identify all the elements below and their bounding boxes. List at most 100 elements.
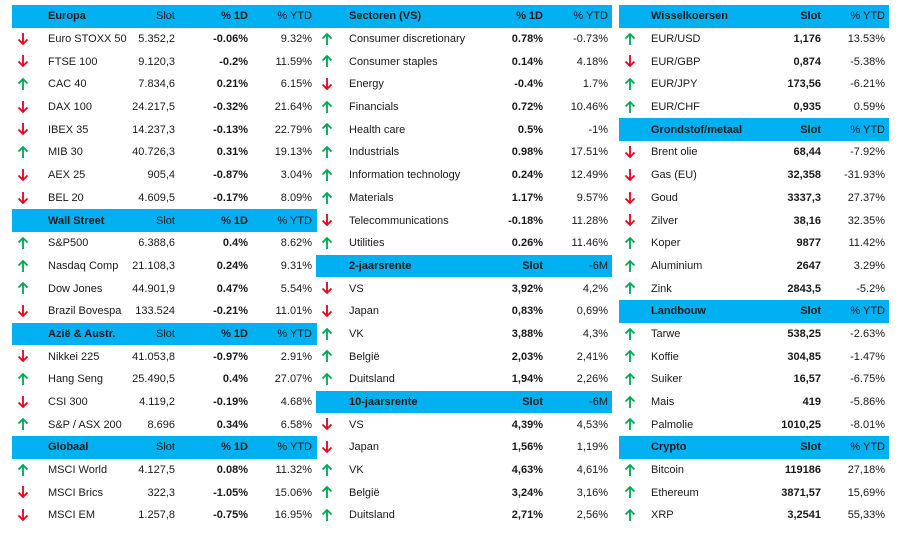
table-row: CAC 40 7.834,6 0.21% 6.15% [12,73,317,96]
arrow-up-icon [624,372,636,385]
arrow-down-icon [17,509,29,522]
row-value-slot: 322,3 [147,486,175,499]
row-value-ytd: 11.01% [275,305,313,318]
row-value-slot: 3337,3 [787,191,821,204]
row-value-slot: 1.257,8 [138,509,175,522]
column-header: % YTD [850,123,885,136]
row-value-ytd: 9.32% [280,33,312,46]
row-label: Dow Jones [48,282,103,295]
section-header-grondstof: Grondstof/metaal Slot % YTD [619,118,889,142]
row-value-ytd: 8.09% [280,191,312,204]
table-row: Consumer staples 0.14% 4.18% [316,50,612,73]
section-title: Grondstof/metaal [651,123,743,136]
column-header: Slot [156,441,175,454]
row-value-slot: 3,24% [511,486,543,499]
arrow-up-icon [321,123,333,136]
column-header: % YTD [850,441,885,454]
row-label: Hang Seng [48,373,104,386]
row-label: VS [349,418,364,431]
row-label: Brazil Bovespa [48,305,122,318]
arrow-up-icon [321,463,333,476]
column-header: % 1D [221,10,248,23]
row-value-ytd: 11.59% [275,55,313,68]
arrow-up-icon [321,327,333,340]
column-header: % YTD [277,214,312,227]
table-row: Ethereum 3871,57 15,69% [619,481,889,504]
arrow-down-icon [17,123,29,136]
row-value-slot: 8.696 [147,418,175,431]
row-value-d1: -0.19% [213,396,248,409]
arrow-down-icon [624,191,636,204]
row-value-slot: 4.609,5 [138,191,175,204]
section-header-azie: Azië & Austr. Slot % 1D % YTD [12,322,317,346]
row-value-d1: -0.75% [213,509,248,522]
row-value-slot: 538,25 [787,327,821,340]
row-value-ytd: -5.38% [850,55,885,68]
row-value-d1: 1.17% [511,191,543,204]
table-row: Hang Seng 25.490,5 0.4% 27.07% [12,368,317,391]
row-label: Duitsland [349,373,395,386]
row-value-ytd: 15,69% [847,486,885,499]
arrow-down-icon [17,168,29,182]
row-value-d1: 0.4% [222,373,248,386]
row-label: BEL 20 [48,191,84,204]
arrow-up-icon [624,463,636,476]
arrow-down-icon [321,418,333,431]
row-value-ytd: 0.59% [853,101,885,114]
row-label: DAX 100 [48,101,93,114]
arrow-up-icon [321,350,333,363]
row-value-ytd: 17.51% [570,146,608,159]
column-header: % YTD [850,305,885,318]
arrow-up-icon [321,236,333,249]
arrow-up-icon [624,259,636,272]
row-label: MSCI World [48,464,108,477]
row-label: Goud [651,191,678,204]
row-label: Duitsland [349,509,395,522]
section-title: Wisselkoersen [651,10,728,23]
arrow-down-icon [17,32,29,45]
row-value-ytd: 3.04% [280,169,312,182]
arrow-up-icon [624,486,636,499]
table-row: EUR/USD 1,176 13.53% [619,28,889,51]
arrow-down-icon [321,441,333,454]
row-label: Consumer staples [349,55,438,68]
row-value-slot: 38,16 [793,214,821,227]
arrow-up-icon [17,145,29,159]
row-label: Koper [651,237,681,250]
arrow-up-icon [624,32,636,45]
table-row: MIB 30 40.726,3 0.31% 19.13% [12,141,317,164]
row-value-slot: 173,56 [787,78,821,91]
row-value-ytd: 6.58% [280,418,312,431]
row-label: Nikkei 225 [48,350,100,363]
row-value-ytd: -1.47% [850,350,885,363]
row-label: Japan [349,441,379,454]
row-value-slot: 3871,57 [781,486,821,499]
table-row: Koffie 304,85 -1.47% [619,345,889,368]
arrow-down-icon [17,191,29,204]
row-value-slot: 133.524 [135,305,175,318]
table-row: Duitsland 1,94% 2,26% [316,368,612,391]
column-header: Slot [522,259,543,272]
row-value-ytd: -1% [588,123,608,136]
row-value-ytd: 10.46% [570,101,608,114]
row-label: Materials [349,191,394,204]
column-header: % YTD [850,10,885,23]
arrow-up-icon [17,259,29,272]
row-label: Tarwe [651,327,681,340]
row-label: Financials [349,101,399,114]
row-value-slot: 0,83% [511,305,543,318]
row-label: EUR/GBP [651,55,701,68]
row-value-slot: 9.120,3 [138,55,175,68]
table-row: EUR/GBP 0,874 -5.38% [619,50,889,73]
column-header: % 1D [516,10,543,23]
section-header-crypto: Crypto Slot % YTD [619,436,889,459]
table-row: Telecommunications -0.18% 11.28% [316,209,612,232]
section-title: Sectoren (VS) [349,10,422,23]
table-row: Materials 1.17% 9.57% [316,187,612,210]
row-value-d1: -0.2% [219,55,248,68]
column-header: Slot [156,214,175,227]
table-row: Gas (EU) 32,358 -31.93% [619,164,889,187]
section-header-globaal: Globaal Slot % 1D % YTD [12,436,317,459]
row-label: Japan [349,305,379,318]
table-row: MSCI World 4.127,5 0.08% 11.32% [12,459,317,482]
